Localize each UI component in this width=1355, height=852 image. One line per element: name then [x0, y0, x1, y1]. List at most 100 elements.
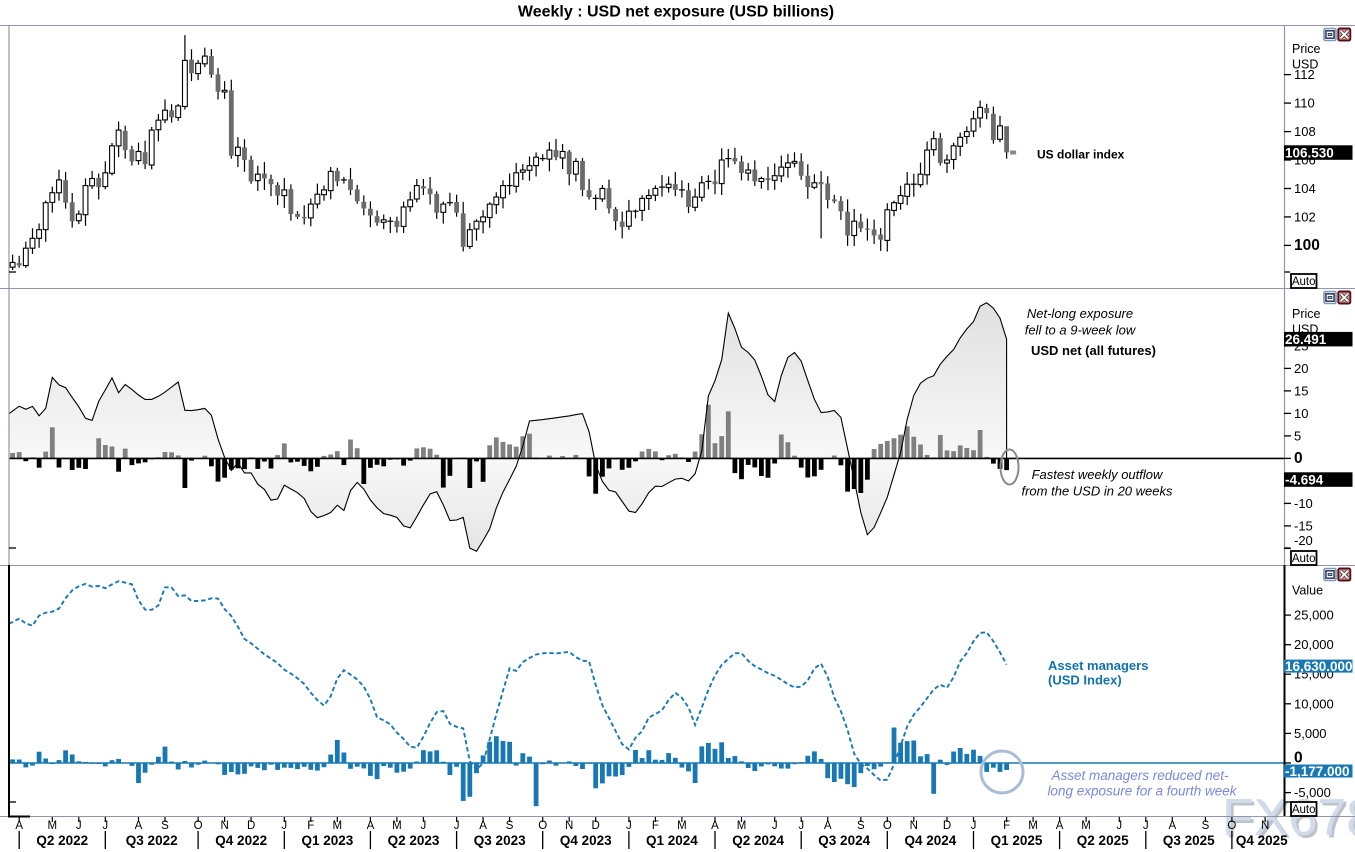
- svg-text:Weekly : USD net exposure (USD: Weekly : USD net exposure (USD billions): [518, 4, 834, 21]
- svg-text:-5,000: -5,000: [1294, 785, 1331, 800]
- svg-text:100: 100: [1294, 237, 1320, 254]
- svg-text:D: D: [247, 820, 255, 832]
- svg-text:15: 15: [1294, 383, 1308, 398]
- svg-text:26.491: 26.491: [1285, 332, 1327, 347]
- svg-text:S: S: [857, 820, 865, 832]
- svg-text:J: J: [772, 820, 778, 832]
- svg-text:O: O: [194, 820, 203, 832]
- svg-text:F: F: [307, 820, 314, 832]
- svg-text:Q4 2025: Q4 2025: [1236, 833, 1288, 848]
- svg-text:106.530: 106.530: [1285, 145, 1334, 160]
- svg-text:-20: -20: [1294, 533, 1313, 548]
- svg-text:FX678: FX678: [1225, 792, 1355, 850]
- svg-text:A: A: [711, 820, 719, 832]
- svg-text:S: S: [161, 820, 169, 832]
- svg-text:M: M: [392, 820, 402, 832]
- svg-text:O: O: [883, 820, 892, 832]
- svg-text:fell to a 9-week low: fell to a 9-week low: [1025, 323, 1137, 338]
- svg-text:Q4 2024: Q4 2024: [905, 833, 957, 848]
- svg-text:N: N: [910, 820, 918, 832]
- svg-text:J: J: [102, 820, 108, 832]
- svg-text:16,630.000: 16,630.000: [1285, 659, 1353, 674]
- svg-text:USD net (all futures): USD net (all futures): [1031, 343, 1156, 358]
- svg-text:J: J: [1116, 820, 1122, 832]
- svg-text:0: 0: [1294, 450, 1303, 467]
- svg-text:N: N: [220, 820, 228, 832]
- svg-text:20: 20: [1294, 361, 1308, 376]
- svg-text:D: D: [943, 820, 951, 832]
- svg-text:Q3 2022: Q3 2022: [126, 833, 178, 848]
- svg-text:Q2 2022: Q2 2022: [36, 833, 88, 848]
- svg-text:0: 0: [1294, 750, 1303, 767]
- svg-text:from the USD in 20 weeks: from the USD in 20 weeks: [1021, 484, 1173, 499]
- svg-text:FX678: FX678: [1222, 789, 1355, 847]
- svg-text:20,000: 20,000: [1294, 637, 1334, 652]
- svg-text:M: M: [333, 820, 343, 832]
- svg-text:Q2 2025: Q2 2025: [1077, 833, 1129, 848]
- svg-text:25,000: 25,000: [1294, 608, 1334, 623]
- svg-text:A: A: [135, 820, 143, 832]
- svg-text:S: S: [1202, 820, 1210, 832]
- svg-text:Price: Price: [1292, 42, 1321, 56]
- svg-text:M: M: [677, 820, 687, 832]
- svg-text:J: J: [421, 820, 427, 832]
- svg-text:Auto: Auto: [1292, 553, 1316, 565]
- svg-text:104: 104: [1294, 181, 1316, 196]
- svg-text:O: O: [1227, 820, 1236, 832]
- svg-text:-10: -10: [1294, 496, 1313, 511]
- svg-text:USD: USD: [1292, 58, 1318, 72]
- svg-text:A: A: [367, 820, 375, 832]
- svg-text:108: 108: [1294, 124, 1316, 139]
- svg-text:5: 5: [1294, 428, 1301, 443]
- svg-text:Q1 2023: Q1 2023: [302, 833, 354, 848]
- svg-text:J: J: [454, 820, 460, 832]
- svg-text:Q3 2024: Q3 2024: [818, 833, 870, 848]
- svg-text:long exposure for a fourth wee: long exposure for a fourth week: [1047, 784, 1237, 799]
- svg-text:-1,177.000: -1,177.000: [1285, 764, 1350, 779]
- svg-text:A: A: [479, 820, 487, 832]
- svg-text:J: J: [281, 820, 287, 832]
- svg-text:A: A: [1168, 820, 1176, 832]
- svg-text:M: M: [1081, 820, 1091, 832]
- svg-text:Q1 2024: Q1 2024: [646, 833, 698, 848]
- svg-text:5,000: 5,000: [1294, 726, 1327, 741]
- svg-text:J: J: [626, 820, 632, 832]
- svg-text:J: J: [971, 820, 977, 832]
- svg-text:F: F: [652, 820, 659, 832]
- svg-text:US dollar index: US dollar index: [1037, 148, 1125, 162]
- svg-text:Q2 2024: Q2 2024: [732, 833, 784, 848]
- svg-text:Q3 2023: Q3 2023: [474, 833, 526, 848]
- svg-text:S: S: [506, 820, 514, 832]
- svg-text:Q1 2025: Q1 2025: [991, 833, 1043, 848]
- svg-text:A: A: [824, 820, 832, 832]
- svg-text:(USD Index): (USD Index): [1048, 673, 1122, 688]
- svg-text:F: F: [1003, 820, 1010, 832]
- svg-text:-4.694: -4.694: [1285, 472, 1324, 487]
- svg-text:112: 112: [1294, 67, 1315, 82]
- svg-text:-15: -15: [1294, 518, 1313, 533]
- svg-text:J: J: [798, 820, 804, 832]
- svg-text:10,000: 10,000: [1294, 696, 1334, 711]
- svg-text:Q2 2023: Q2 2023: [388, 833, 440, 848]
- svg-text:M: M: [48, 820, 58, 832]
- svg-text:N: N: [565, 820, 573, 832]
- svg-text:A: A: [1056, 820, 1064, 832]
- svg-text:Fastest weekly outflow: Fastest weekly outflow: [1032, 467, 1164, 482]
- svg-text:110: 110: [1294, 96, 1315, 111]
- svg-text:Q4 2022: Q4 2022: [215, 833, 267, 848]
- svg-text:J: J: [1143, 820, 1149, 832]
- svg-text:D: D: [592, 820, 600, 832]
- svg-text:O: O: [538, 820, 547, 832]
- svg-text:Q3 2025: Q3 2025: [1163, 833, 1215, 848]
- svg-text:Auto: Auto: [1292, 804, 1316, 816]
- svg-text:N: N: [1261, 820, 1269, 832]
- svg-text:Value: Value: [1292, 584, 1323, 598]
- svg-text:Asset managers reduced net-: Asset managers reduced net-: [1050, 768, 1229, 783]
- svg-text:102: 102: [1294, 209, 1316, 224]
- svg-text:M: M: [737, 820, 747, 832]
- svg-text:10: 10: [1294, 406, 1308, 421]
- svg-text:Net-long exposure: Net-long exposure: [1027, 306, 1133, 321]
- svg-text:Price: Price: [1292, 307, 1321, 321]
- svg-text:A: A: [15, 820, 23, 832]
- svg-text:Asset managers: Asset managers: [1048, 658, 1148, 673]
